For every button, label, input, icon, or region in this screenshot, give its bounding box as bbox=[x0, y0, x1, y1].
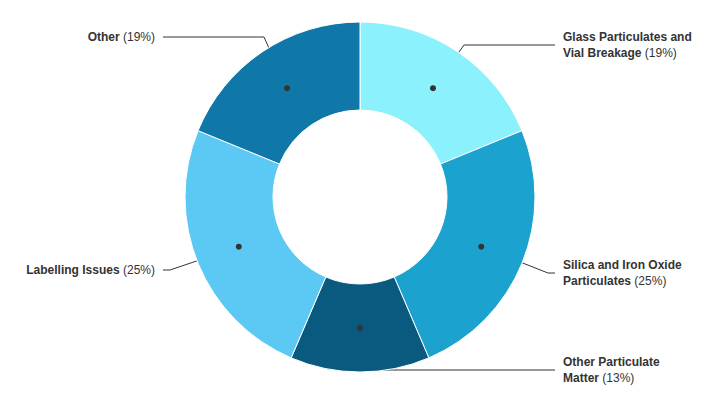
svg-text:(13%): (13%) bbox=[599, 371, 634, 385]
svg-text:Other: Other bbox=[88, 30, 120, 44]
svg-text:(25%): (25%) bbox=[631, 274, 666, 288]
svg-text:(25%): (25%) bbox=[120, 263, 155, 277]
svg-text:Labelling Issues: Labelling Issues bbox=[26, 263, 120, 277]
svg-text:(19%): (19%) bbox=[120, 30, 155, 44]
svg-text:Glass Particulates and: Glass Particulates and bbox=[563, 30, 692, 44]
svg-text:Vial Breakage: Vial Breakage bbox=[563, 46, 642, 60]
svg-text:Other Particulate: Other Particulate bbox=[563, 355, 660, 369]
svg-text:Particulates: Particulates bbox=[563, 274, 631, 288]
svg-text:(19%): (19%) bbox=[641, 46, 676, 60]
svg-text:Matter: Matter bbox=[563, 371, 599, 385]
svg-text:Silica and Iron Oxide: Silica and Iron Oxide bbox=[563, 258, 682, 272]
